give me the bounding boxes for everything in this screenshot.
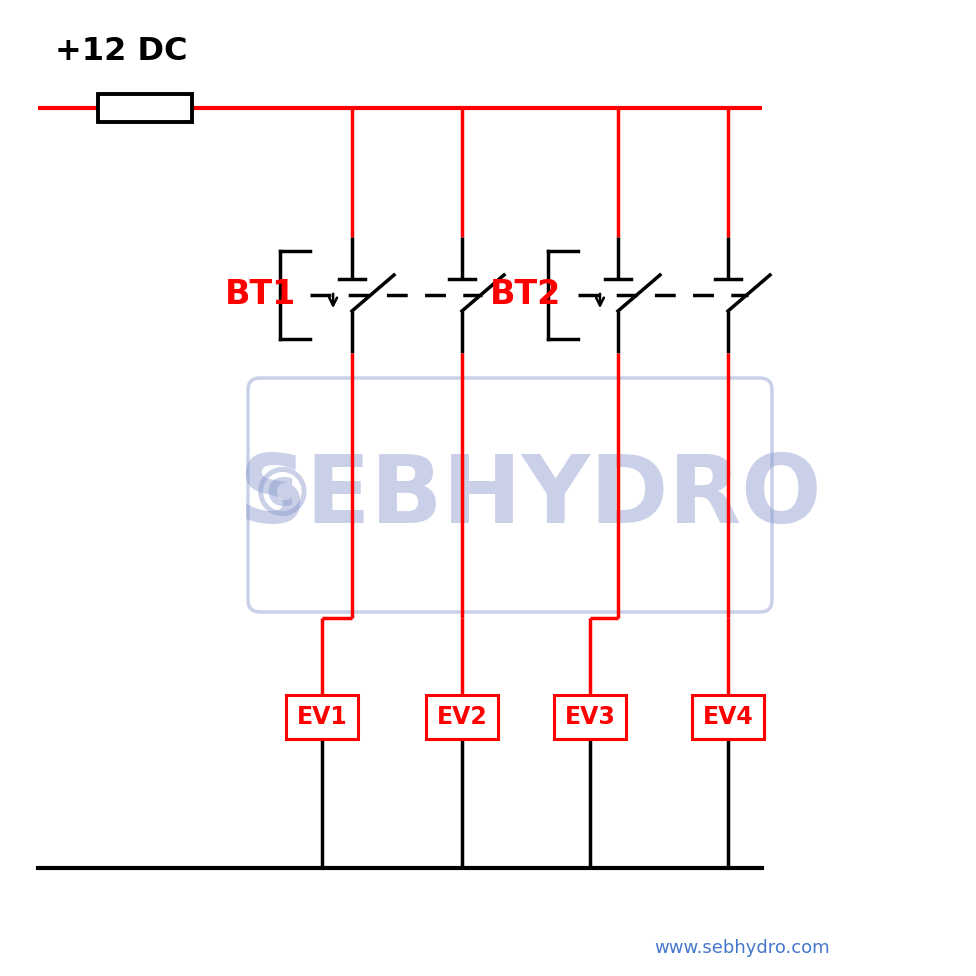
Text: BT2: BT2 (490, 278, 561, 311)
Text: EV3: EV3 (564, 705, 616, 729)
Text: BT1: BT1 (225, 278, 297, 311)
Text: EV1: EV1 (297, 705, 347, 729)
Bar (98, 94, 192, 122)
Text: SEBHYDRO: SEBHYDRO (238, 451, 822, 543)
Bar (692, 695, 764, 739)
Bar (426, 695, 498, 739)
Text: ©: © (249, 464, 315, 530)
Bar (554, 695, 626, 739)
Text: www.sebhydro.com: www.sebhydro.com (654, 939, 830, 957)
Text: EV4: EV4 (703, 705, 753, 729)
Text: EV2: EV2 (436, 705, 487, 729)
Text: +12 DC: +12 DC (55, 36, 187, 67)
Bar (286, 695, 358, 739)
